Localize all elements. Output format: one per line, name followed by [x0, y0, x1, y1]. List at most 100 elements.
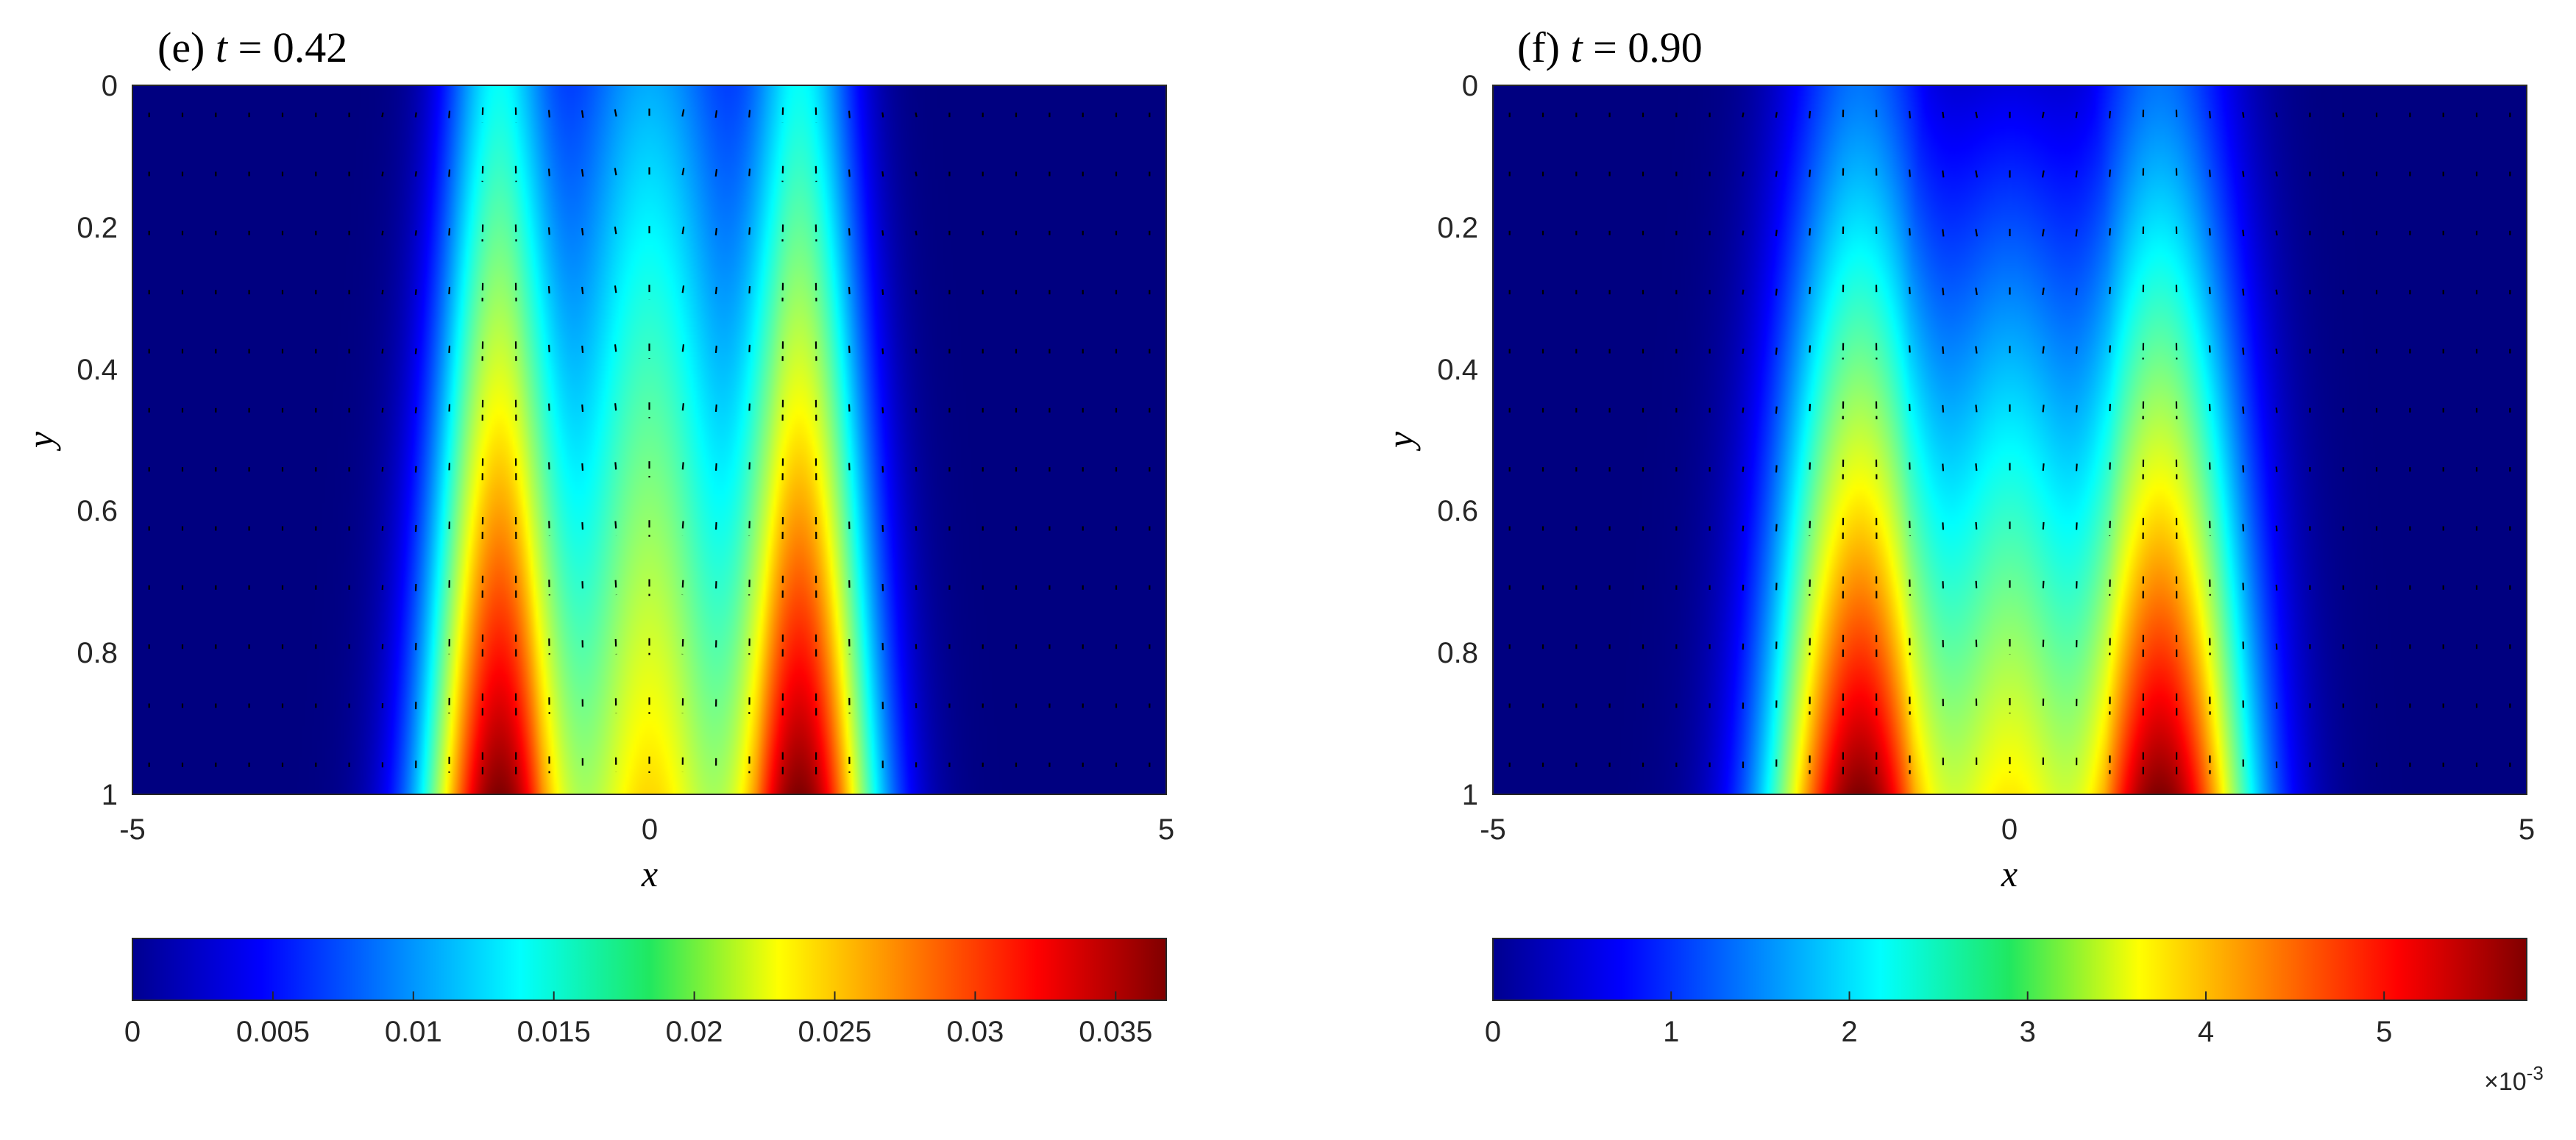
quiver-arrow: [614, 580, 617, 596]
quiver-arrow: [1809, 228, 1812, 238]
quiver-arrow: [1809, 521, 1811, 536]
quiver-arrow: [2041, 170, 2045, 178]
quiver-arrow: [581, 227, 584, 238]
quiver-arrow: [2075, 229, 2078, 238]
quiver-arrow: [448, 463, 450, 476]
panel-e-xlabel: x: [641, 853, 658, 894]
quiver-arrow: [1942, 170, 1945, 178]
quiver-arrow: [881, 524, 884, 532]
colorbar-exponent: -3: [2527, 1062, 2544, 1084]
quiver-arrow: [681, 638, 684, 655]
quiver-arrow: [881, 407, 884, 414]
quiver-arrow: [581, 168, 584, 179]
quiver-arrow: [1775, 112, 1778, 118]
quiver-arrow: [1909, 579, 1911, 596]
panel-e-label: (e): [157, 24, 205, 71]
panel-f-xlabel: x: [2001, 853, 2018, 894]
quiver-arrow: [681, 109, 685, 121]
quiver-arrow: [881, 289, 884, 296]
y-tick-label: 0.6: [1437, 495, 1478, 527]
quiver-arrow: [2041, 346, 2045, 357]
panel-f-plot-frame: [1492, 85, 2527, 795]
quiver-arrow: [1775, 171, 1778, 177]
quiver-arrow: [448, 521, 450, 535]
quiver-arrow: [1975, 639, 1978, 654]
quiver-arrow: [1942, 640, 1945, 654]
quiver-arrow: [848, 521, 851, 535]
colorbar-tick-label: 0.035: [1079, 1016, 1152, 1048]
quiver-arrow: [614, 638, 617, 655]
quiver-arrow: [614, 698, 617, 713]
quiver-arrow: [614, 403, 618, 418]
quiver-arrow: [881, 230, 884, 236]
quiver-arrow: [2075, 288, 2078, 297]
quiver-arrow: [781, 165, 784, 182]
panel-f-title-var: t: [1570, 24, 1583, 71]
quiver-arrow: [714, 404, 717, 416]
quiver-arrow: [781, 107, 784, 123]
y-tick-label: 0: [1462, 70, 1478, 102]
quiver-arrow: [614, 168, 618, 180]
quiver-arrow: [448, 169, 451, 179]
quiver-arrow: [681, 403, 684, 418]
quiver-arrow: [1809, 462, 1811, 477]
panel-f-title: (f) t = 0.90: [1517, 24, 1703, 71]
panel-f-colorbar-ticks: 0 1 2 3 4 5: [1485, 991, 2392, 1048]
quiver-arrow: [714, 522, 717, 535]
quiver-arrow: [748, 462, 751, 477]
quiver-arrow: [681, 344, 685, 358]
quiver-arrow: [1809, 345, 1812, 357]
quiver-arrow: [581, 110, 584, 120]
y-tick-label: 1: [102, 779, 118, 811]
panel-f-label: (f): [1517, 24, 1560, 71]
quiver-arrow: [681, 285, 685, 299]
quiver-arrow: [1975, 229, 1979, 238]
quiver-arrow: [448, 287, 451, 298]
quiver-arrow: [915, 526, 918, 531]
quiver-arrow: [1809, 286, 1812, 298]
quiver-arrow: [2042, 698, 2045, 713]
quiver-arrow: [748, 285, 751, 299]
quiver-arrow: [2075, 522, 2078, 535]
quiver-arrow: [848, 287, 851, 298]
quiver-arrow: [1742, 407, 1745, 413]
quiver-arrow: [448, 228, 451, 238]
quiver-arrow: [881, 112, 884, 118]
quiver-arrow: [848, 228, 851, 238]
quiver-arrow: [881, 348, 884, 355]
quiver-arrow: [1742, 348, 1745, 355]
quiver-arrow: [1975, 698, 1978, 713]
quiver-arrow: [548, 344, 551, 358]
quiver-arrow: [2075, 640, 2078, 654]
quiver-arrow: [1909, 286, 1912, 298]
quiver-arrow: [1909, 462, 1911, 477]
quiver-arrow: [748, 168, 751, 179]
quiver-arrow: [1742, 466, 1745, 472]
quiver-arrow: [915, 230, 918, 236]
colorbar-tick-label: 0.03: [946, 1016, 1004, 1048]
panel-e-heatmap: [132, 85, 1166, 794]
quiver-arrow: [714, 286, 717, 298]
quiver-arrow: [881, 466, 884, 473]
quiver-arrow: [1742, 230, 1745, 236]
colorbar-multiplier: ×10: [2484, 1068, 2527, 1096]
quiver-arrow: [1775, 465, 1778, 474]
quiver-arrow: [1775, 288, 1778, 296]
colorbar-tick-label: 2: [1841, 1016, 1857, 1048]
panel-f-yticks: 0 0.2 0.4 0.6 0.8 1: [1437, 70, 1478, 811]
quiver-arrow: [748, 227, 751, 239]
quiver-arrow: [1975, 521, 1978, 535]
quiver-arrow: [547, 285, 551, 299]
quiver-arrow: [848, 110, 851, 119]
panel-f-xticks: -5 0 5: [1480, 813, 2535, 846]
quiver-arrow: [1775, 229, 1778, 237]
quiver-arrow: [381, 230, 384, 236]
quiver-arrow: [381, 112, 384, 118]
quiver-arrow: [714, 640, 717, 654]
quiver-arrow: [2041, 229, 2045, 238]
quiver-arrow: [681, 168, 685, 180]
colorbar-tick-label: 0: [1485, 1016, 1501, 1048]
quiver-arrow: [581, 286, 584, 298]
quiver-arrow: [614, 521, 617, 536]
